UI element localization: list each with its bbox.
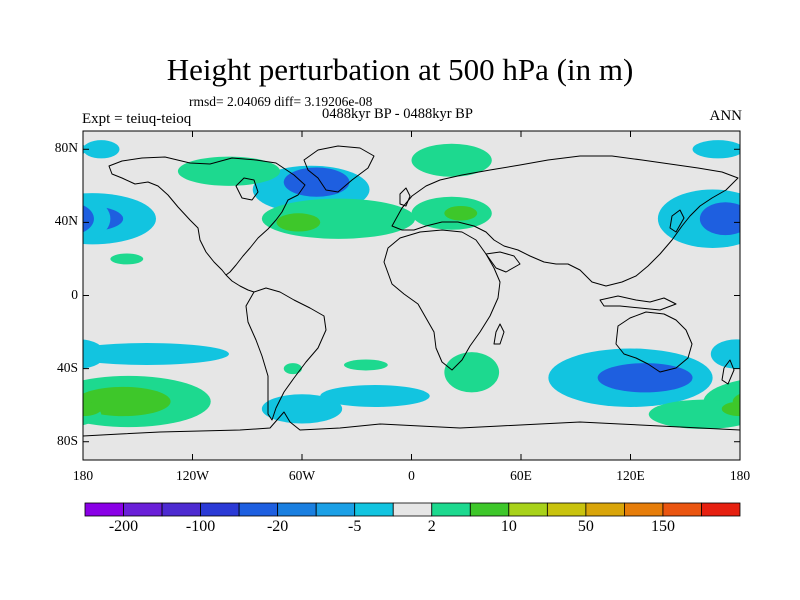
colorbar-swatch — [238, 502, 279, 517]
anomaly-region — [699, 202, 740, 236]
coastline-africa — [383, 229, 501, 371]
colorbar-swatch — [431, 502, 471, 517]
anomaly-region — [261, 394, 343, 424]
colorbar-swatch — [354, 502, 394, 517]
anomaly-region — [83, 343, 229, 365]
colorbar-label: 2 — [427, 518, 436, 535]
anomaly-region — [343, 359, 388, 371]
coastline-eurasia — [391, 155, 739, 287]
colorbar-swatch — [392, 502, 433, 517]
colorbar-swatch — [546, 502, 587, 517]
coastline-central-america — [225, 274, 255, 293]
anomaly-region — [648, 399, 740, 429]
anomaly-region — [710, 339, 740, 369]
colorbar-label: -5 — [348, 518, 362, 535]
anomaly-region — [411, 143, 492, 177]
lat-tick-label: 80N — [54, 140, 78, 156]
anomaly-region — [83, 193, 111, 245]
anomaly-region — [0, 349, 56, 407]
colorbar-swatch — [624, 502, 664, 517]
lat-tick-label: 40S — [56, 359, 78, 375]
coastline-indonesia — [599, 295, 677, 311]
anomaly-region — [444, 205, 478, 221]
anomaly-region — [444, 352, 500, 393]
anomaly-region — [740, 140, 777, 158]
lat-tick-label: 40N — [54, 213, 78, 229]
axis-ticks — [82, 131, 741, 460]
lon-tick-label: 180 — [72, 468, 94, 483]
colorbar-swatch — [277, 502, 317, 517]
colorbar-swatch — [200, 502, 240, 517]
anomaly-region — [283, 167, 350, 197]
coastline-greenland — [303, 145, 375, 193]
colorbar-swatch — [161, 502, 201, 517]
anomaly-region — [83, 140, 120, 159]
coastline-arabia — [485, 251, 521, 273]
anomaly-region — [83, 339, 105, 369]
colorbar-swatch — [123, 502, 163, 517]
colorbar-swatch — [585, 502, 625, 517]
coastline-south-america — [245, 287, 327, 421]
anomaly-region — [283, 363, 302, 375]
colorbar-label: 10 — [500, 518, 517, 535]
period-label: 0488kyr BP - 0488kyr BP — [322, 106, 473, 122]
anomaly-region — [83, 205, 94, 233]
anomaly-region — [721, 401, 740, 417]
coastline-hudson-bay — [235, 177, 259, 201]
colorbar-swatch — [315, 502, 356, 517]
lon-tick-label: 0 — [408, 468, 415, 483]
anomaly-region — [597, 363, 693, 393]
coastline-antarctica — [83, 411, 740, 437]
coastline-uk — [399, 187, 411, 207]
colorbar — [84, 502, 741, 517]
coastline-new-zealand — [721, 359, 735, 385]
plot-title: Height perturbation at 500 hPa (in m) — [166, 52, 634, 87]
anomaly-region — [110, 253, 144, 265]
colorbar-label: -100 — [185, 518, 216, 535]
lon-tick-label: 60W — [288, 468, 316, 483]
anomaly-region — [276, 213, 321, 232]
coastline-north-america — [108, 156, 306, 276]
coastline-madagascar — [493, 323, 505, 345]
lat-tick-label: 0 — [71, 286, 78, 302]
lon-tick-label: 180 — [729, 468, 751, 483]
colorbar-swatch — [84, 502, 124, 517]
anomaly-region — [692, 140, 740, 159]
anomaly-region — [83, 401, 102, 417]
anomaly-region — [320, 385, 430, 407]
colorbar-label: 150 — [650, 518, 675, 535]
colorbar-swatch — [701, 502, 741, 517]
lat-tick-label: 80S — [56, 432, 78, 448]
colorbar-label: -20 — [266, 518, 289, 535]
colorbar-label: 50 — [577, 518, 594, 535]
colorbar-swatch — [508, 502, 548, 517]
stats-label: rmsd= 2.04069 diff= 3.19206e-08 — [189, 94, 373, 109]
colorbar-swatch — [662, 502, 702, 517]
colorbar-label: -200 — [108, 518, 139, 535]
anomaly-region — [83, 386, 171, 417]
season-label: ANN — [709, 108, 743, 124]
coastline-australia — [615, 311, 693, 373]
coastline-japan — [669, 209, 685, 233]
coastlines — [83, 145, 740, 437]
colorbar-swatch — [469, 502, 510, 517]
lon-tick-label: 120E — [616, 468, 645, 483]
anomaly-region — [732, 393, 740, 410]
lon-tick-label: 120W — [176, 468, 209, 483]
experiment-label: Expt = teiuq-teioq — [82, 111, 192, 127]
anomaly-region — [767, 253, 800, 264]
lon-tick-label: 60E — [510, 468, 532, 483]
anomaly-layer — [0, 140, 800, 429]
